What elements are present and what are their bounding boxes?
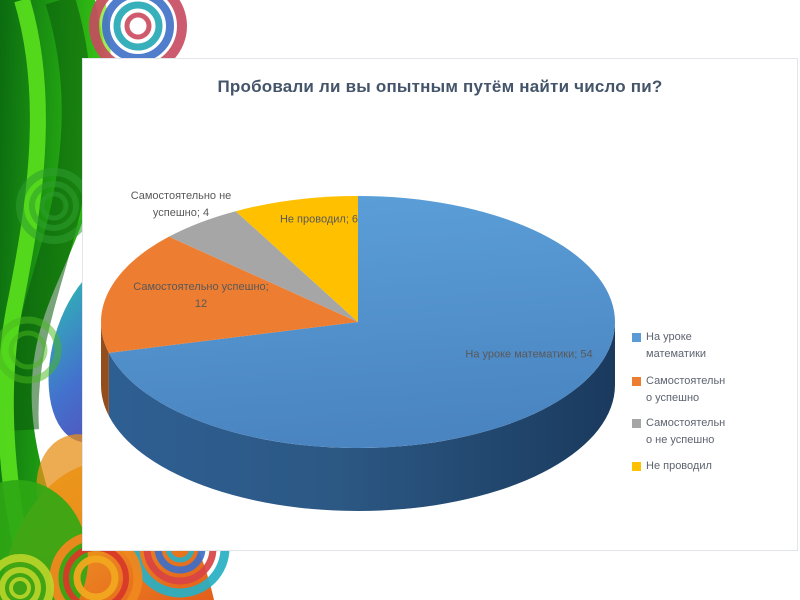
chart-panel: Пробовали ли вы опытным путём найти числ…: [82, 58, 798, 551]
chart-title: Пробовали ли вы опытным путём найти числ…: [217, 77, 663, 96]
legend-item-2: Самостоятельно не успешно: [632, 415, 728, 449]
pie-slice-3: [235, 196, 358, 322]
legend-swatch-icon: [632, 419, 641, 428]
legend-swatch-icon: [632, 462, 641, 471]
legend-label: Не проводил: [646, 460, 712, 472]
legend-item-1: Самостоятельно успешно: [632, 373, 728, 407]
pie-slice-1: [100, 236, 358, 353]
pie-side-0: [108, 322, 616, 512]
rings-ornament-mid: [0, 316, 62, 384]
slice-labels: На уроке математики; 54 Самостоятельно ус…: [83, 59, 797, 550]
pie-slice-0: [108, 196, 615, 448]
legend-item-0: На уроке математики: [632, 329, 728, 363]
legend: На уроке математики Самостоятельно успешн…: [83, 59, 797, 550]
pie-slice-2: [168, 211, 358, 322]
legend-label: Самостоятельно успешно: [646, 375, 726, 404]
pie-side-1: [101, 322, 109, 416]
legend-swatch-icon: [632, 333, 641, 342]
slice-label-3: Не проводил; 6: [279, 213, 359, 226]
slice-label-2: Самостоятельно не успешно; 4: [130, 190, 232, 219]
legend-swatch-icon: [632, 377, 641, 386]
legend-label: На уроке математики: [646, 331, 707, 360]
pie-chart: [100, 196, 616, 512]
legend-item-3: Не проводил: [632, 458, 728, 475]
legend-label: Самостоятельно не успешно: [646, 417, 726, 446]
rings-ornament-lime: [0, 554, 54, 600]
slice-label-1: Самостоятельно успешно; 12: [133, 281, 269, 310]
slice-label-0: На уроке математики; 54: [465, 348, 593, 361]
